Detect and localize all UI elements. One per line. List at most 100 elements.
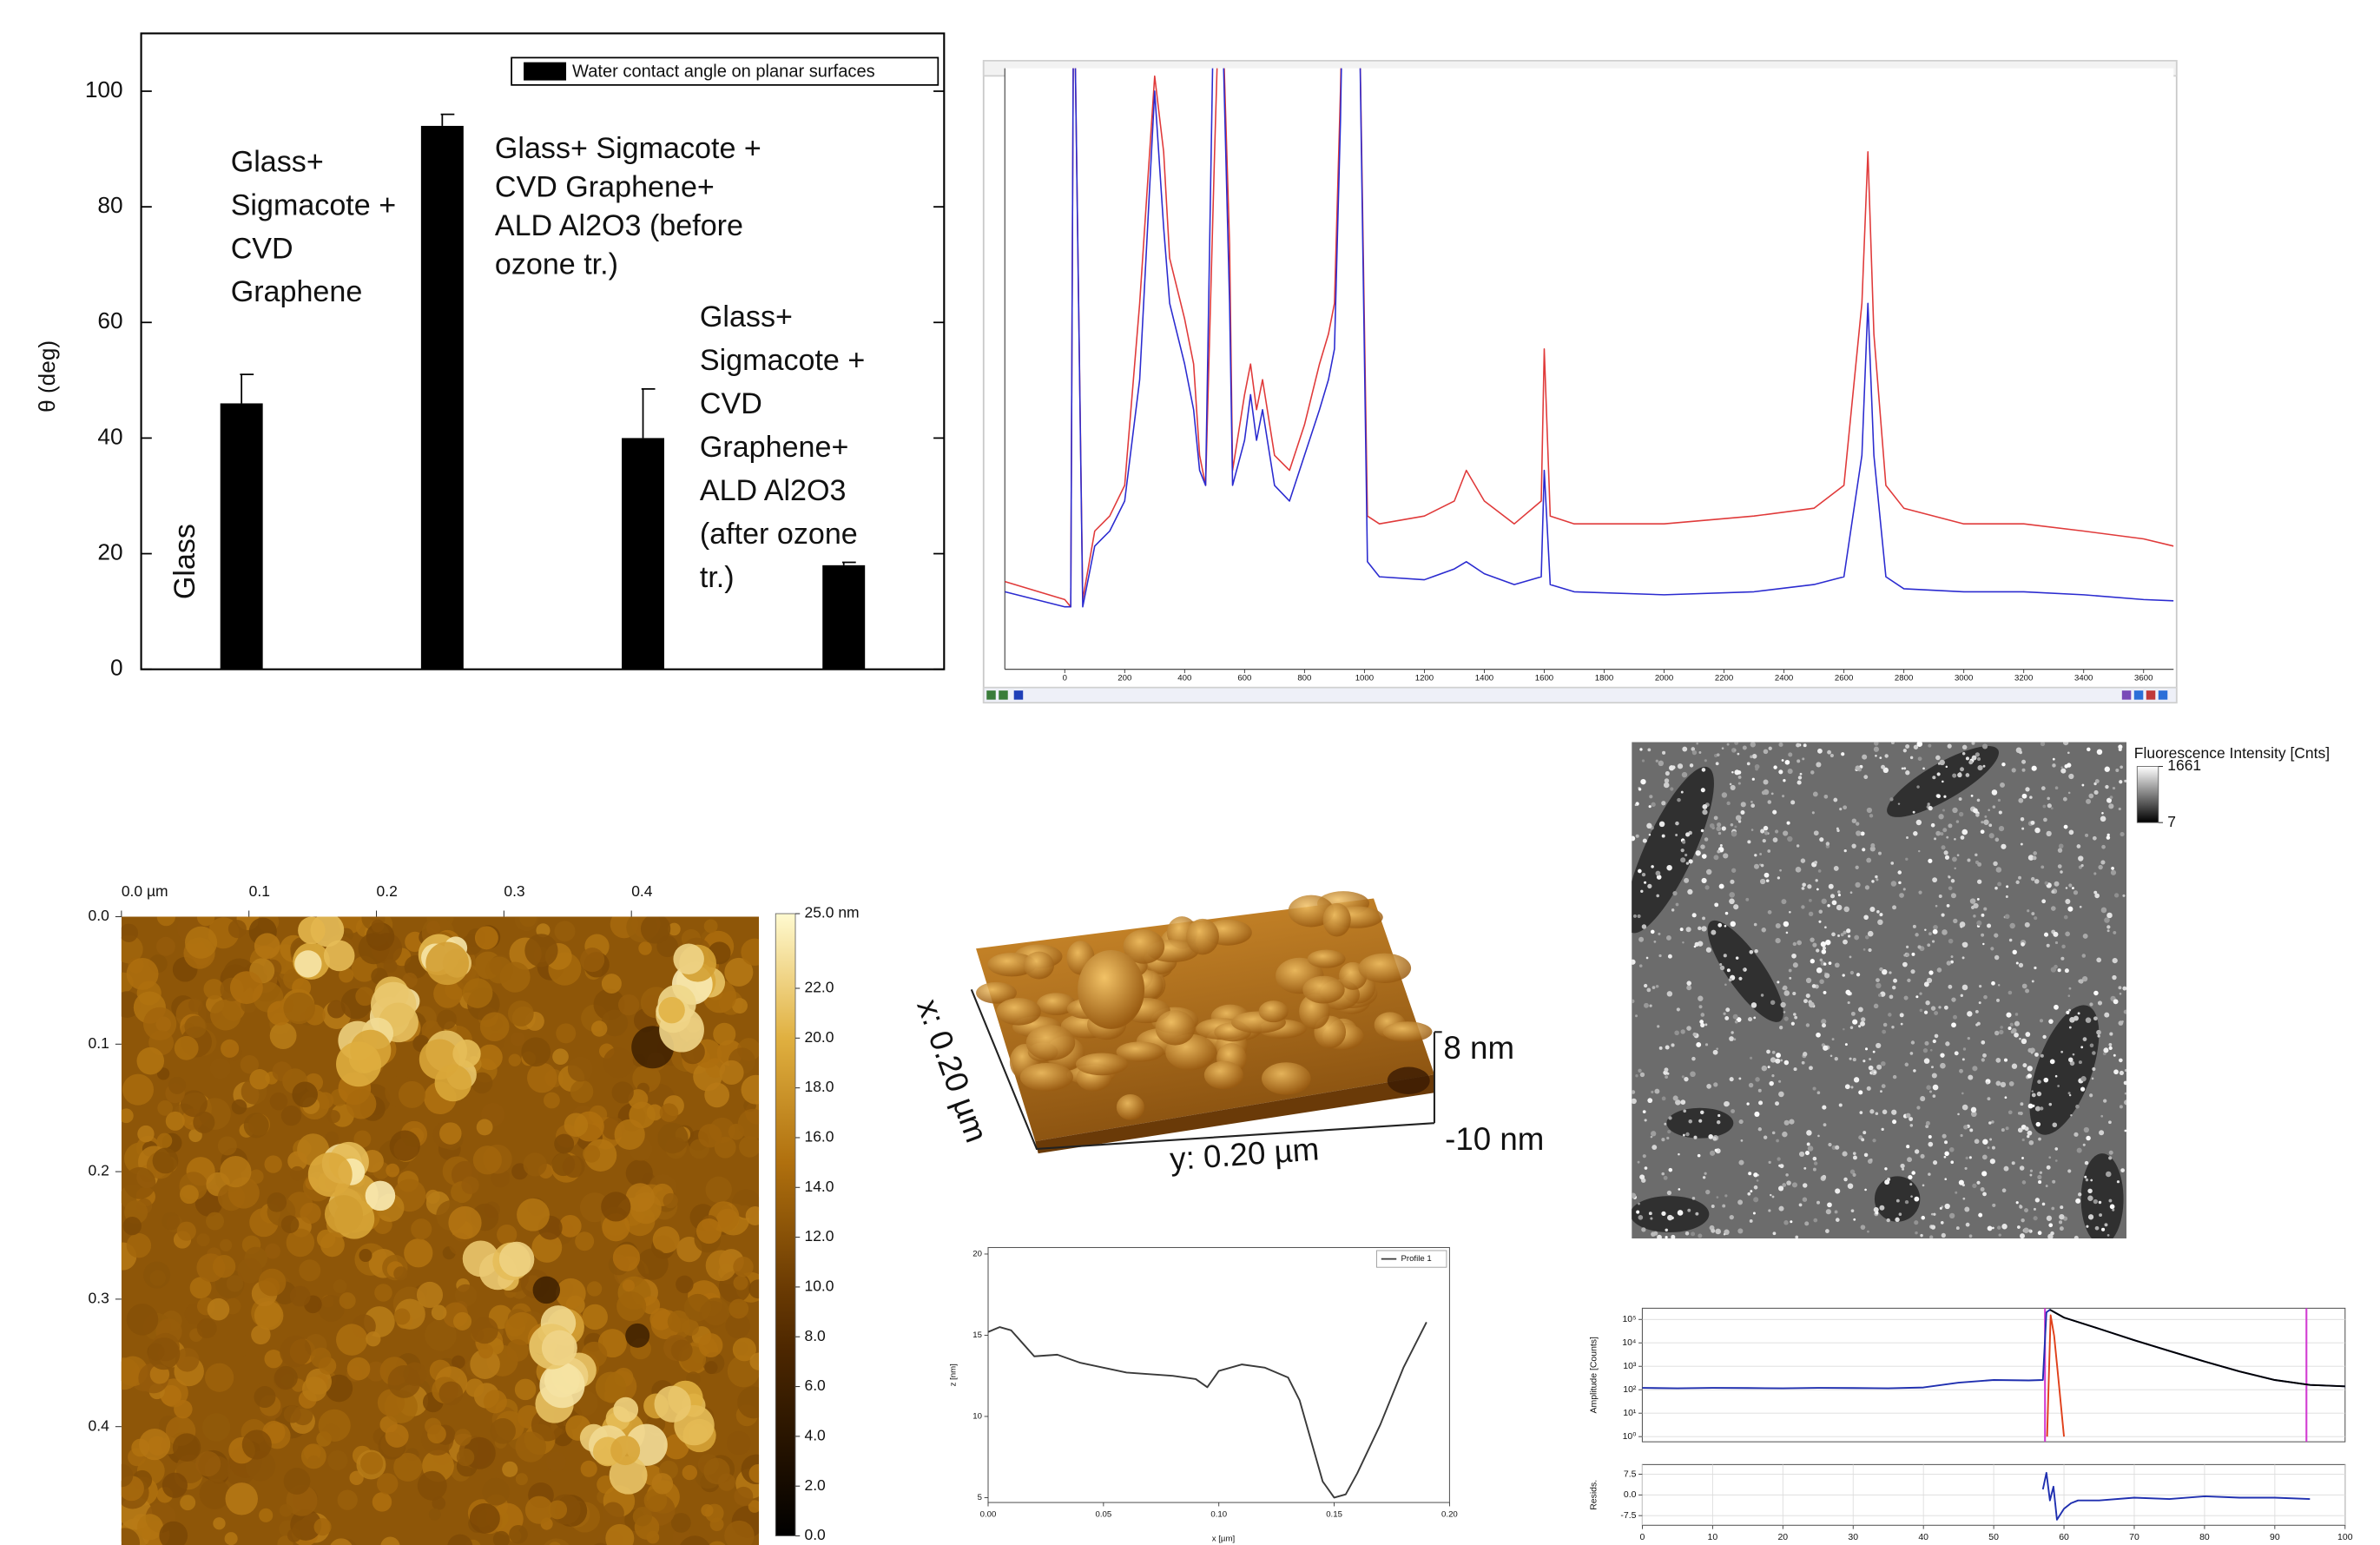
speckle: [1856, 830, 1861, 835]
speckle: [2073, 1132, 2078, 1137]
speckle: [1736, 815, 1742, 821]
speckle: [1662, 835, 1665, 838]
speckle: [1775, 1059, 1780, 1064]
speckle: [1719, 884, 1724, 889]
speckle: [1850, 1027, 1853, 1029]
speckle: [1686, 927, 1691, 932]
speckle: [1861, 1225, 1866, 1230]
legend-swatch: [524, 63, 566, 81]
speckle: [2070, 1114, 2072, 1116]
speckle: [1891, 1110, 1896, 1115]
speckle: [2104, 1223, 2107, 1226]
speckle: [1819, 909, 1823, 913]
speckle: [1845, 1043, 1848, 1046]
plot-area: [1005, 69, 2173, 670]
speckle: [1678, 1210, 1684, 1216]
speckle: [1684, 854, 1687, 856]
x-tick-label: 1800: [1595, 674, 1613, 683]
grain: [290, 1166, 305, 1181]
speckle: [1946, 766, 1948, 769]
speckle: [1750, 756, 1752, 758]
x-tick-label: 800: [1297, 674, 1311, 683]
speckle: [2077, 844, 2081, 848]
speckle: [2117, 1180, 2120, 1183]
speckle: [2084, 1127, 2089, 1132]
grain: [657, 1123, 688, 1153]
bump: [1302, 976, 1344, 1004]
speckle: [1928, 932, 1932, 935]
speckle: [1780, 1060, 1783, 1062]
grain-bright: [336, 1041, 381, 1086]
speckle: [2018, 1127, 2023, 1132]
speckle: [1821, 941, 1826, 947]
speckle: [1675, 822, 1679, 826]
x-tick-label: 70: [2129, 1533, 2139, 1542]
speckle: [1676, 903, 1679, 907]
grain: [516, 1473, 528, 1485]
speckle: [2105, 785, 2108, 789]
grain: [259, 1509, 273, 1522]
grain-bright: [425, 941, 469, 985]
speckle: [1909, 1183, 1912, 1185]
speckle: [1862, 1060, 1865, 1062]
speckle: [2006, 1013, 2011, 1018]
speckle: [2108, 803, 2113, 809]
speckle: [2027, 1131, 2032, 1136]
speckle: [1994, 887, 1998, 890]
speckle: [1977, 880, 1981, 884]
grain-bright: [325, 1195, 363, 1233]
speckle: [1659, 822, 1665, 828]
speckle: [1995, 838, 2000, 842]
speckle: [1920, 1234, 1922, 1237]
speckle: [1843, 1028, 1845, 1031]
speckle: [2055, 941, 2058, 944]
grain: [704, 919, 718, 933]
speckle: [1791, 954, 1797, 959]
speckle: [1878, 852, 1882, 855]
grain: [270, 1022, 297, 1049]
speckle: [2054, 1147, 2058, 1151]
grain-bright: [673, 943, 704, 974]
legend-label: Profile 1: [1401, 1254, 1431, 1264]
speckle: [2000, 782, 2005, 788]
speckle: [1983, 995, 1988, 1000]
speckle: [1731, 823, 1734, 827]
grain: [281, 1215, 300, 1233]
speckle: [1777, 1157, 1780, 1160]
speckle: [1631, 1099, 1636, 1104]
image: [108, 903, 770, 1545]
speckle: [1930, 1049, 1933, 1052]
speckle: [1848, 1001, 1850, 1004]
speckle: [2065, 968, 2069, 973]
speckle: [1711, 930, 1716, 935]
speckle: [1913, 831, 1917, 835]
speckle: [1651, 1231, 1656, 1237]
speckle: [1989, 833, 1994, 838]
speckle: [1773, 765, 1777, 769]
image: [1609, 734, 2129, 1245]
speckle: [2001, 1224, 2007, 1229]
speckle: [1969, 1128, 1973, 1132]
grain: [393, 1266, 407, 1280]
grain: [502, 1462, 518, 1477]
grain: [206, 1212, 224, 1231]
speckle: [1686, 980, 1691, 986]
speckle: [1928, 744, 1931, 748]
plot-area: [1642, 1308, 2344, 1442]
speckle: [1758, 1089, 1762, 1093]
speckle: [1902, 1168, 1904, 1171]
y-tick-label: 10³: [1623, 1362, 1637, 1371]
speckle: [1776, 1139, 1779, 1143]
grain: [748, 1279, 768, 1298]
grain: [302, 1377, 327, 1402]
grain: [390, 1131, 420, 1161]
x-tick-label: 0.1: [249, 882, 270, 900]
speckle: [1880, 1090, 1882, 1093]
grain: [548, 1500, 567, 1519]
speckle: [1895, 1218, 1899, 1222]
speckle: [1951, 955, 1954, 958]
speckle: [1938, 763, 1941, 765]
speckle: [1951, 879, 1955, 883]
speckle: [2093, 891, 2097, 895]
speckle: [1981, 1040, 1985, 1045]
